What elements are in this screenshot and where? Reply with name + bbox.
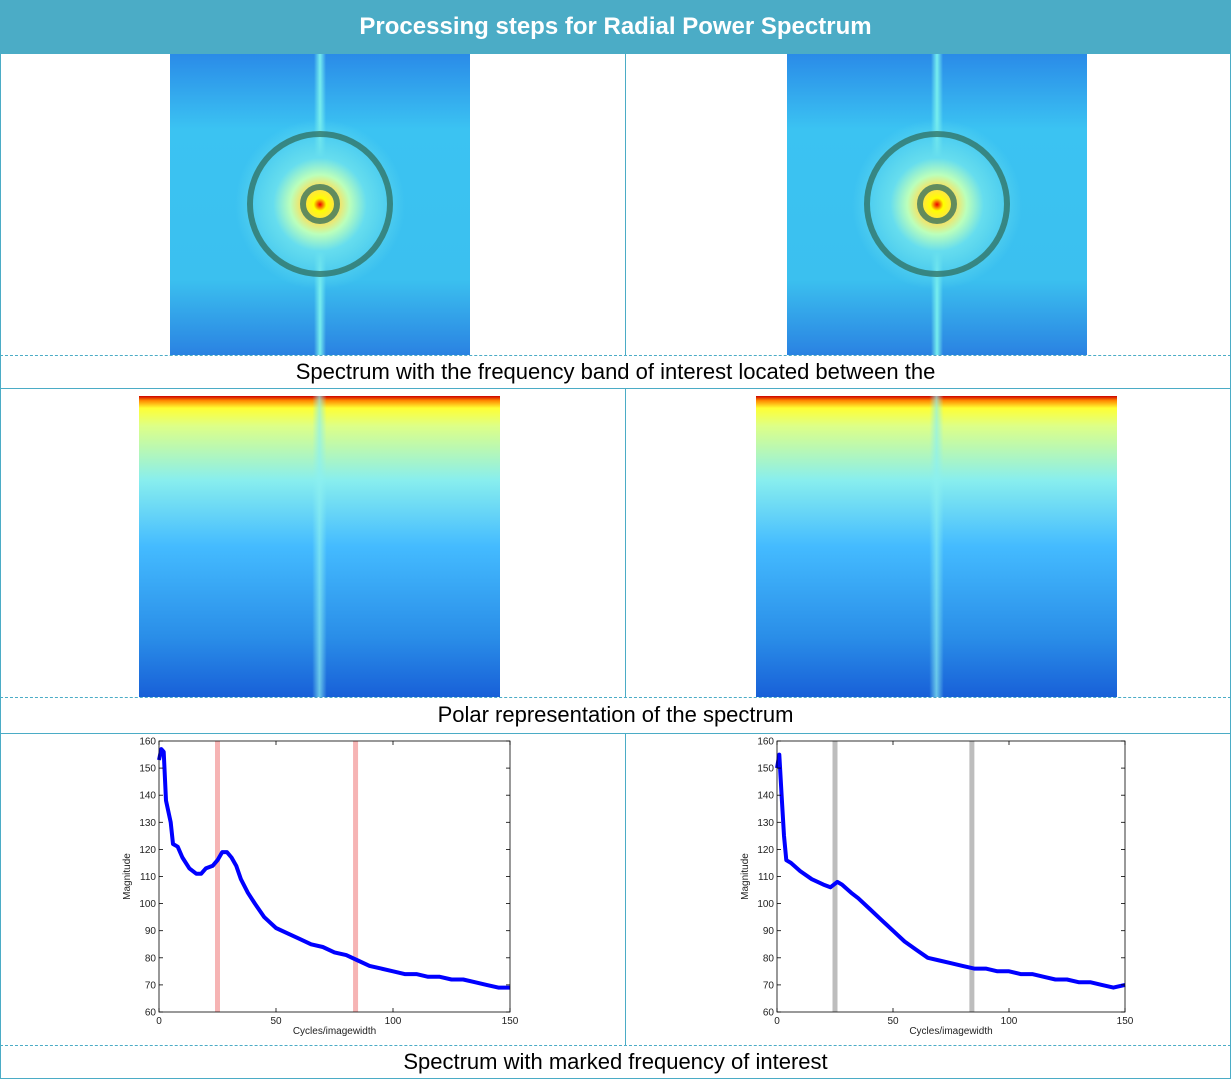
column-divider xyxy=(625,54,626,355)
y-tick-label: 80 xyxy=(145,953,157,964)
y-tick-label: 80 xyxy=(763,953,775,964)
y-tick-label: 70 xyxy=(145,980,157,991)
plots: 60 70 80 90 100 110 120 130 140 150 160 0 50 100 150 Cy… xyxy=(122,737,1134,1038)
band-rings xyxy=(247,131,393,277)
y-tick-label: 70 xyxy=(763,980,775,991)
row-border xyxy=(0,388,1231,389)
marker-band xyxy=(969,741,975,1012)
y-tick-label: 60 xyxy=(763,1008,775,1019)
y-tick-label: 150 xyxy=(139,764,156,775)
y-tick-label: 110 xyxy=(758,872,774,883)
y-tick-label: 140 xyxy=(139,791,156,802)
x-tick-label: 100 xyxy=(385,1016,402,1027)
data-line xyxy=(157,747,510,990)
y-tick-label: 100 xyxy=(139,899,156,910)
y-tick-label: 130 xyxy=(139,818,156,829)
plot: 60 70 80 90 100 110 120 130 140 150 160 0 50 100 150 Cy… xyxy=(122,737,519,1038)
x-tick-label: 150 xyxy=(1117,1016,1134,1027)
column-divider xyxy=(625,734,626,1045)
y-tick-label: 90 xyxy=(145,926,157,937)
y-tick-label: 130 xyxy=(757,818,774,829)
row-border xyxy=(0,733,1231,734)
marker-band xyxy=(215,741,220,1012)
y-axis-label: Magnitude xyxy=(122,853,133,900)
y-tick-label: 100 xyxy=(757,899,774,910)
row-separator xyxy=(0,355,1231,356)
caption: Polar representation of the spectrum xyxy=(437,702,794,727)
y-tick-label: 120 xyxy=(139,845,156,856)
y-tick-label: 140 xyxy=(757,791,774,802)
band-rings xyxy=(864,131,1010,277)
y-tick-label: 120 xyxy=(757,845,774,856)
x-tick-label: 50 xyxy=(270,1016,282,1027)
y-tick-label: 110 xyxy=(140,872,156,883)
y-axis-label: Magnitude xyxy=(740,853,751,900)
marker-band xyxy=(832,741,838,1012)
y-tick-label: 60 xyxy=(145,1008,157,1019)
y-tick-label: 160 xyxy=(757,737,774,748)
column-divider xyxy=(625,389,626,697)
caption: Spectrum with marked frequency of intere… xyxy=(403,1049,828,1074)
table-title: Processing steps for Radial Power Spectr… xyxy=(0,0,1231,54)
x-tick-label: 0 xyxy=(156,1016,162,1027)
x-axis-label: Cycles/imagewidth xyxy=(293,1026,376,1037)
plot: 60 70 80 90 100 110 120 130 140 150 160 0 50 100 150 Cy… xyxy=(740,737,1134,1038)
row-separator xyxy=(0,1045,1231,1046)
data-line xyxy=(775,752,1126,990)
caption: Spectrum with the frequency band of inte… xyxy=(295,359,936,384)
row-separator xyxy=(0,697,1231,698)
x-tick-label: 0 xyxy=(774,1016,780,1027)
y-tick-label: 150 xyxy=(757,764,774,775)
y-tick-label: 160 xyxy=(139,737,156,748)
x-axis-label: Cycles/imagewidth xyxy=(909,1026,992,1037)
y-tick-label: 90 xyxy=(763,926,775,937)
polar-image xyxy=(756,396,1117,697)
spectrum-image xyxy=(170,54,470,355)
marker-band xyxy=(353,741,359,1012)
x-tick-label: 100 xyxy=(1001,1016,1018,1027)
polar-image xyxy=(139,396,500,697)
spectrum-image xyxy=(787,54,1087,355)
x-tick-label: 50 xyxy=(887,1016,899,1027)
x-tick-label: 150 xyxy=(502,1016,519,1027)
